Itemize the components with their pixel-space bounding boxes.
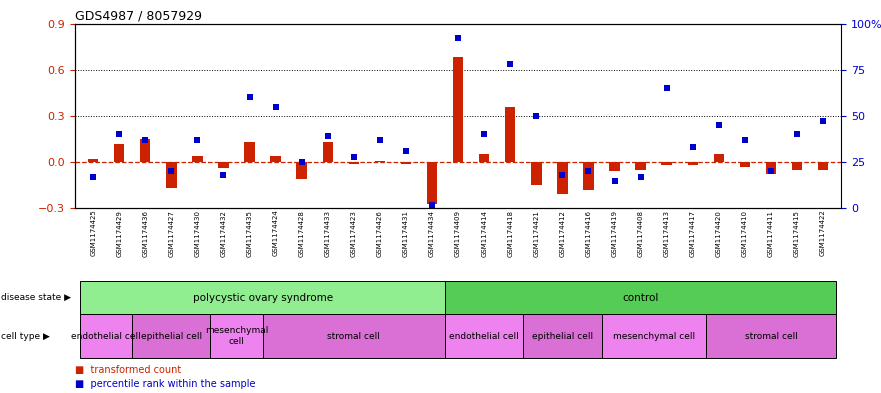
Point bbox=[269, 103, 283, 110]
Point bbox=[321, 133, 335, 140]
Point bbox=[555, 172, 569, 178]
Bar bbox=[374, 161, 385, 162]
Bar bbox=[583, 162, 594, 190]
Bar bbox=[740, 162, 750, 167]
Point bbox=[138, 137, 152, 143]
Point bbox=[712, 122, 726, 128]
Bar bbox=[610, 162, 619, 171]
Bar bbox=[80, 281, 445, 314]
Point bbox=[633, 174, 648, 180]
Bar bbox=[818, 162, 828, 170]
Text: polycystic ovary syndrome: polycystic ovary syndrome bbox=[193, 293, 333, 303]
Text: epithelial cell: epithelial cell bbox=[141, 332, 202, 340]
Bar bbox=[211, 314, 263, 358]
Point bbox=[816, 118, 830, 125]
Text: ■  percentile rank within the sample: ■ percentile rank within the sample bbox=[75, 379, 255, 389]
Text: control: control bbox=[622, 293, 659, 303]
Point bbox=[294, 159, 308, 165]
Text: stromal cell: stromal cell bbox=[328, 332, 381, 340]
Point bbox=[764, 168, 778, 174]
Text: mesenchymal
cell: mesenchymal cell bbox=[205, 326, 268, 346]
Point bbox=[425, 202, 439, 208]
Bar bbox=[401, 162, 411, 163]
Bar bbox=[602, 314, 706, 358]
Bar bbox=[218, 162, 229, 168]
Bar bbox=[114, 143, 124, 162]
Text: cell type ▶: cell type ▶ bbox=[1, 332, 49, 340]
Point bbox=[112, 131, 126, 138]
Point bbox=[608, 178, 622, 184]
Bar bbox=[297, 162, 307, 179]
Point bbox=[529, 113, 544, 119]
Bar bbox=[687, 162, 698, 165]
Point bbox=[790, 131, 804, 138]
Point bbox=[164, 168, 178, 174]
Point bbox=[685, 144, 700, 151]
Bar bbox=[662, 162, 672, 165]
Bar bbox=[263, 314, 445, 358]
Text: disease state ▶: disease state ▶ bbox=[1, 293, 70, 302]
Point bbox=[581, 168, 596, 174]
Point bbox=[217, 172, 231, 178]
Bar bbox=[523, 314, 602, 358]
Point bbox=[451, 35, 465, 42]
Text: endothelial cell: endothelial cell bbox=[71, 332, 141, 340]
Bar bbox=[192, 156, 203, 162]
Point bbox=[478, 131, 492, 138]
Bar bbox=[80, 314, 132, 358]
Point bbox=[86, 174, 100, 180]
Bar bbox=[792, 162, 803, 170]
Point bbox=[242, 94, 256, 101]
Point bbox=[373, 137, 387, 143]
Bar bbox=[635, 162, 646, 170]
Bar bbox=[244, 142, 255, 162]
Bar bbox=[505, 107, 515, 162]
Point bbox=[347, 153, 361, 160]
Bar bbox=[140, 139, 151, 162]
Bar bbox=[167, 162, 176, 188]
Text: GDS4987 / 8057929: GDS4987 / 8057929 bbox=[75, 9, 202, 22]
Text: epithelial cell: epithelial cell bbox=[532, 332, 593, 340]
Bar bbox=[349, 162, 359, 163]
Bar bbox=[714, 154, 724, 162]
Bar bbox=[706, 314, 836, 358]
Point bbox=[399, 148, 413, 154]
Point bbox=[738, 137, 752, 143]
Bar bbox=[426, 162, 437, 204]
Point bbox=[503, 61, 517, 67]
Bar bbox=[88, 159, 99, 162]
Bar bbox=[557, 162, 567, 195]
Bar bbox=[132, 314, 211, 358]
Bar bbox=[453, 57, 463, 162]
Bar bbox=[445, 281, 836, 314]
Bar bbox=[479, 154, 490, 162]
Bar bbox=[270, 156, 281, 162]
Bar bbox=[445, 314, 523, 358]
Text: endothelial cell: endothelial cell bbox=[449, 332, 519, 340]
Point bbox=[660, 85, 674, 92]
Bar bbox=[766, 162, 776, 174]
Text: mesenchymal cell: mesenchymal cell bbox=[612, 332, 695, 340]
Text: stromal cell: stromal cell bbox=[744, 332, 797, 340]
Bar bbox=[322, 142, 333, 162]
Point bbox=[190, 137, 204, 143]
Text: ■  transformed count: ■ transformed count bbox=[75, 365, 181, 375]
Bar bbox=[531, 162, 542, 185]
